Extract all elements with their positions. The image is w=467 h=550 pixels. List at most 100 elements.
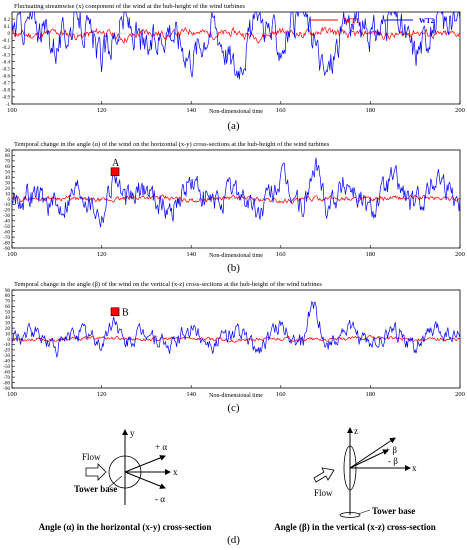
y-tick-label: -0.5 (2, 67, 10, 72)
x-tick-label: 140 (186, 107, 196, 114)
y-tick-label: -50 (3, 365, 10, 370)
minus-alpha-label: - α (155, 494, 165, 504)
y-tick-label: 90 (5, 289, 11, 294)
caption-horizontal: Angle (α) in the horizontal (x-y) cross-… (39, 522, 212, 532)
legend-label: WT1 (344, 17, 360, 25)
x-tick-label: 160 (276, 251, 286, 258)
x-tick-label: 140 (186, 391, 196, 398)
minus-alpha-arrow (124, 471, 166, 489)
x-tick-label: 100 (7, 391, 17, 398)
flow-label: Flow (82, 452, 101, 462)
y-tick-label: 0 (8, 338, 11, 343)
tower-pointer-right (357, 509, 371, 515)
y-tick-label: 80 (5, 294, 11, 299)
y-tick-label: 60 (5, 165, 11, 170)
series-line-s0 (11, 334, 461, 343)
chart-c: Temporal change in the angle (β) of the … (3, 281, 465, 399)
flow-arrow-icon-right (313, 467, 335, 483)
x-tick-label: 120 (97, 391, 107, 398)
plot-frame (11, 11, 461, 105)
annotation-label: A (112, 158, 120, 169)
tower-pointer (107, 475, 123, 489)
x-tick-label: 180 (366, 107, 376, 114)
y-tick-label: 0.1 (4, 25, 11, 30)
minus-beta-arrow (349, 449, 389, 469)
y-tick-label: 20 (5, 187, 11, 192)
x-tick-label: 120 (97, 107, 107, 114)
y-tick-label: -0.3 (2, 53, 10, 58)
y-tick-label: 60 (5, 305, 11, 310)
x-tick-label: 160 (276, 107, 286, 114)
y-tick-label: -80 (3, 381, 10, 386)
chart-title: Temporal change in the angle (α) of the … (14, 141, 330, 148)
x-tick-label: 160 (276, 391, 286, 398)
horizontal-cross-section-diagram: y x + α - α Flow Tower base (74, 428, 178, 505)
y-tick-label: -0.6 (2, 74, 10, 79)
y-tick-label: -40 (3, 360, 10, 365)
y-tick-label: -30 (3, 214, 10, 219)
panel-label-b: (b) (227, 262, 240, 274)
y-tick-label: -60 (3, 230, 10, 235)
chart-a: Fluctuating streamwise (x) component of … (2, 3, 465, 115)
y-tick-label: -90 (3, 387, 10, 392)
flow-arrow-icon (85, 463, 107, 481)
y-tick-label: -0.8 (2, 89, 10, 94)
y-tick-label: 10 (5, 192, 11, 197)
y-tick-label: -50 (3, 225, 10, 230)
z-axis-label: z (354, 426, 358, 436)
panel-b: Temporal change in the angle (α) of the … (0, 140, 467, 276)
y-tick-label: 40 (5, 316, 11, 321)
y-tick-label: -90 (3, 247, 10, 252)
angle-diagram: y x + α - α Flow Tower base z x + β - β … (39, 426, 436, 532)
y-tick-label: 50 (5, 171, 11, 176)
y-tick-label: -70 (3, 236, 10, 241)
annotation-label: B (122, 307, 129, 318)
y-tick-label: 70 (5, 160, 11, 165)
x-tick-label: 120 (97, 251, 107, 258)
flow-label-right: Flow (314, 488, 333, 498)
series-line-s1 (11, 300, 461, 359)
y-tick-label: -30 (3, 354, 10, 359)
y-tick-label: -20 (3, 209, 10, 214)
panel-label-d: (d) (227, 534, 240, 546)
x-axis-label: x (173, 467, 178, 477)
x-tick-label: 100 (7, 107, 17, 114)
tower-base-label-right: Tower base (372, 506, 415, 516)
y-tick-label: 30 (5, 181, 11, 186)
x-axis-title: Non-dimensional time (209, 109, 263, 115)
y-tick-label: -70 (3, 376, 10, 381)
panel-d: y x + α - α Flow Tower base z x + β - β … (0, 420, 467, 550)
legend-label: WT2 (419, 17, 435, 25)
y-tick-label: -10 (3, 343, 10, 348)
y-tick-label: 20 (5, 327, 11, 332)
x-tick-label: 200 (455, 251, 465, 258)
tower-base-label: Tower base (74, 484, 117, 494)
panel-c: Temporal change in the angle (β) of the … (0, 280, 467, 416)
panel-label-c: (c) (227, 402, 240, 414)
y-tick-label: -10 (3, 203, 10, 208)
y-tick-label: -20 (3, 349, 10, 354)
series-line-s1 (11, 157, 461, 228)
minus-beta-label: - β (388, 456, 398, 466)
chart-title: Temporal change in the angle (β) of the … (14, 281, 322, 288)
x-tick-label: 200 (455, 107, 465, 114)
chart-b: Temporal change in the angle (α) of the … (3, 141, 465, 259)
x-axis-title: Non-dimensional time (209, 253, 263, 259)
y-tick-label: 0 (8, 32, 11, 37)
y-axis-label: y (130, 428, 135, 438)
x-tick-label: 140 (186, 251, 196, 258)
y-tick-label: 50 (5, 311, 11, 316)
y-tick-label: 40 (5, 176, 11, 181)
x-axis-label-right: x (412, 463, 417, 473)
caption-vertical: Angle (β) in the vertical (x-z) cross-se… (274, 522, 436, 532)
panel-label-a: (a) (227, 120, 240, 132)
y-tick-label: -0.4 (2, 60, 10, 65)
x-tick-label: 100 (7, 251, 17, 258)
y-tick-label: -80 (3, 241, 10, 246)
x-tick-label: 200 (455, 391, 465, 398)
y-tick-label: -0.2 (2, 46, 10, 51)
panel-a: Fluctuating streamwise (x) component of … (0, 0, 467, 136)
series-line-s0 (11, 194, 461, 204)
y-tick-label: 70 (5, 300, 11, 305)
y-tick-label: -0.9 (2, 96, 10, 101)
